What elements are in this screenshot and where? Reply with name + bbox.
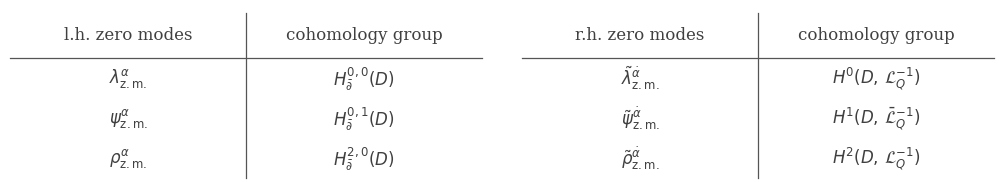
Text: $\psi^{\alpha}_{\mathrm{z.m.}}$: $\psi^{\alpha}_{\mathrm{z.m.}}$ [108, 107, 147, 130]
Text: $\tilde{\lambda}^{\dot{\alpha}}_{\mathrm{z.m.}}$: $\tilde{\lambda}^{\dot{\alpha}}_{\mathrm… [620, 65, 659, 92]
Text: $H^{2,0}_{\bar{\partial}}(D)$: $H^{2,0}_{\bar{\partial}}(D)$ [333, 145, 394, 172]
Text: cohomology group: cohomology group [285, 27, 442, 44]
Text: $H^{1}(D,\,\bar{\mathcal{L}}_Q^{-1})$: $H^{1}(D,\,\bar{\mathcal{L}}_Q^{-1})$ [830, 105, 920, 132]
Text: $H^{0,1}_{\bar{\partial}}(D)$: $H^{0,1}_{\bar{\partial}}(D)$ [333, 105, 394, 132]
Text: $\lambda^{\alpha}_{\mathrm{z.m.}}$: $\lambda^{\alpha}_{\mathrm{z.m.}}$ [108, 67, 147, 90]
Text: $\rho^{\alpha}_{\mathrm{z.m.}}$: $\rho^{\alpha}_{\mathrm{z.m.}}$ [108, 147, 147, 170]
Text: $\tilde{\psi}^{\dot{\alpha}}_{\mathrm{z.m.}}$: $\tilde{\psi}^{\dot{\alpha}}_{\mathrm{z.… [620, 105, 659, 132]
Text: r.h. zero modes: r.h. zero modes [575, 27, 704, 44]
Text: $H^{0,0}_{\bar{\partial}}(D)$: $H^{0,0}_{\bar{\partial}}(D)$ [333, 65, 394, 92]
Text: $H^{0}(D,\,\mathcal{L}_Q^{-1})$: $H^{0}(D,\,\mathcal{L}_Q^{-1})$ [830, 65, 920, 92]
Text: l.h. zero modes: l.h. zero modes [64, 27, 192, 44]
Text: $\tilde{\rho}^{\dot{\alpha}}_{\mathrm{z.m.}}$: $\tilde{\rho}^{\dot{\alpha}}_{\mathrm{z.… [620, 145, 659, 172]
Text: cohomology group: cohomology group [796, 27, 954, 44]
Text: $H^{2}(D,\,\mathcal{L}_Q^{-1})$: $H^{2}(D,\,\mathcal{L}_Q^{-1})$ [830, 145, 920, 172]
